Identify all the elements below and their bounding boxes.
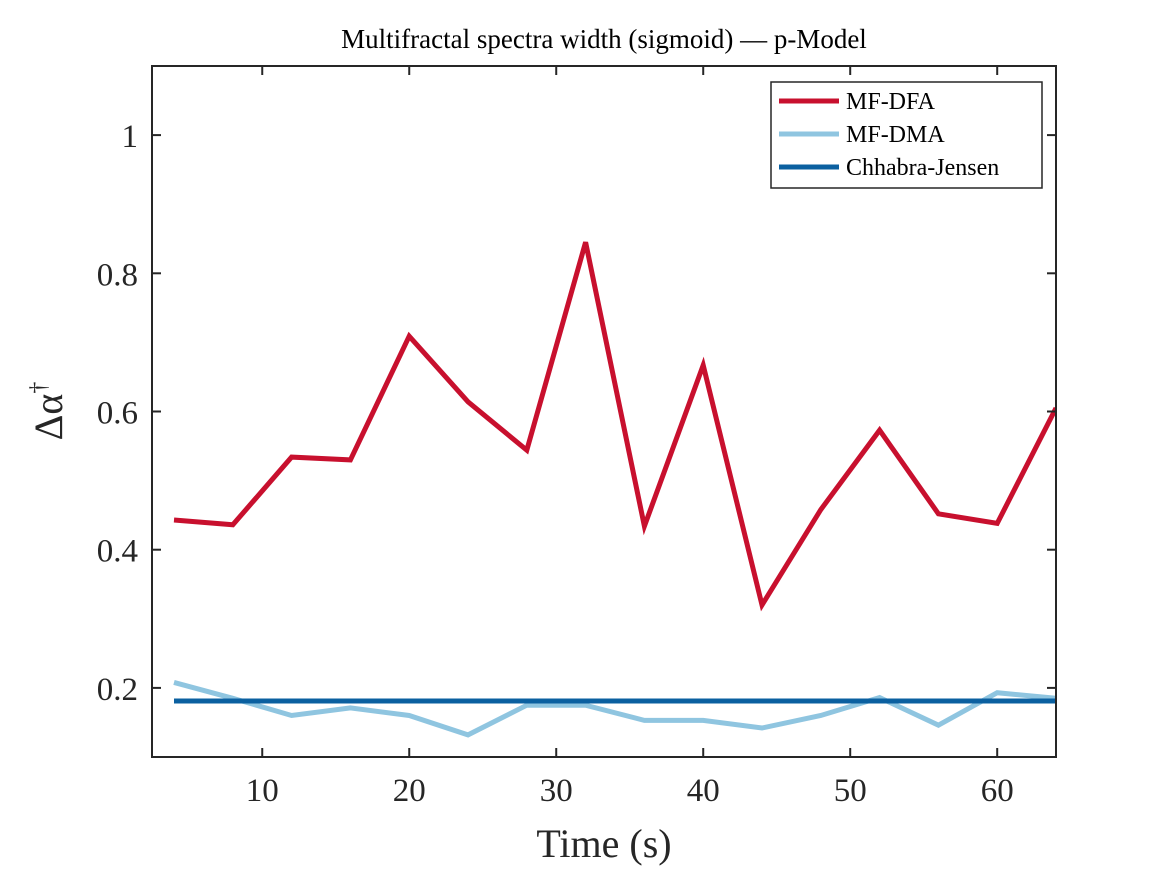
series-line-mf-dma	[173, 679, 1056, 738]
y-tick-label: 0.6	[97, 396, 138, 432]
chart-title: Multifractal spectra width (sigmoid) — p…	[341, 24, 867, 54]
svg-text:Δα†: Δα†	[26, 382, 71, 441]
x-axis: 10 20 30 40 50 60	[246, 66, 1014, 809]
y-tick-label: 0.4	[97, 534, 138, 570]
x-tick-label: 60	[981, 773, 1014, 809]
y-axis: 0.2 0.4 0.6 0.8 1	[97, 119, 1056, 708]
y-tick-label: 1	[122, 119, 139, 155]
x-axis-label: Time (s)	[536, 821, 671, 866]
x-tick-label: 40	[687, 773, 720, 809]
x-tick-label: 30	[540, 773, 573, 809]
y-tick-label: 0.8	[97, 257, 138, 293]
y-axis-label-sup: †	[26, 382, 52, 394]
y-tick-label: 0.2	[97, 672, 138, 708]
x-tick-label: 20	[393, 773, 426, 809]
legend: MF-DFA MF-DMA Chhabra-Jensen	[770, 81, 1043, 189]
y-axis-label-base: Δα	[26, 394, 71, 441]
x-tick-label: 10	[246, 773, 279, 809]
series-line-mf-dfa	[173, 241, 1056, 612]
y-axis-label: Δα†	[26, 382, 71, 441]
legend-label-mf-dma: MF-DMA	[846, 122, 945, 148]
legend-label-mf-dfa: MF-DFA	[846, 89, 936, 115]
series-layer	[173, 241, 1056, 738]
x-tick-label: 50	[834, 773, 867, 809]
legend-label-chhabra-jensen: Chhabra-Jensen	[846, 155, 999, 181]
